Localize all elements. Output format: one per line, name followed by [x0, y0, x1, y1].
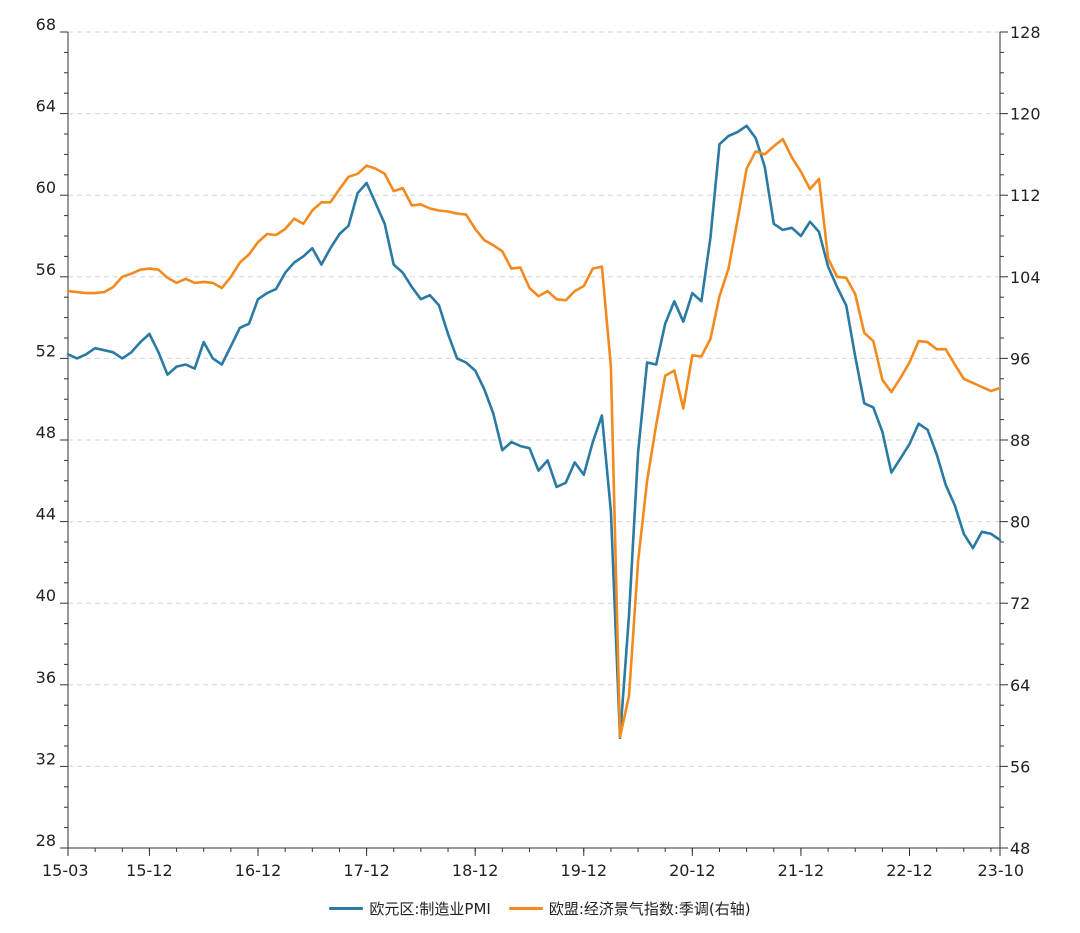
y-right-tick-label: 56 [1010, 757, 1030, 776]
x-tick-label: 18-12 [452, 861, 499, 880]
dual-axis-line-chart: 28 32 36 40 44 48 52 56 60 64 68 48 56 64 72 80 88 96 104 1… [36, 15, 1041, 880]
y-right-tick-label: 120 [1010, 105, 1041, 124]
y-left-tick-label: 56 [36, 260, 56, 279]
y-left-tick-label: 68 [36, 15, 56, 34]
series-line-0 [66, 124, 1002, 740]
y-left-tick-label: 64 [36, 97, 56, 116]
y-right-tick-label: 88 [1010, 431, 1030, 450]
y-right-tick-label: 72 [1010, 594, 1030, 613]
y-right-tick-label: 48 [1010, 839, 1030, 858]
legend-item-pmi: 欧元区:制造业PMI [329, 898, 491, 919]
y-right-tick-label: 80 [1010, 513, 1030, 532]
y-left-tick-label: 44 [36, 505, 56, 524]
y-right-tick-label: 96 [1010, 349, 1030, 368]
y-left-tick-label: 40 [36, 586, 56, 605]
y-right-tick-label: 104 [1010, 268, 1041, 287]
x-tick-label: 22-12 [886, 861, 933, 880]
x-tick-label: 19-12 [561, 861, 608, 880]
legend-item-esi: 欧盟:经济景气指数:季调(右轴) [508, 898, 751, 919]
legend-swatch-pmi [329, 907, 364, 910]
legend-swatch-esi [508, 907, 543, 910]
y-left-tick-label: 32 [36, 749, 56, 768]
y-left-tick-label: 48 [36, 423, 56, 442]
y-left-tick-label: 60 [36, 178, 56, 197]
series-line-1 [66, 137, 1002, 739]
legend: 欧元区:制造业PMI 欧盟:经济景气指数:季调(右轴) [0, 898, 1080, 919]
x-tick-label: 16-12 [235, 861, 282, 880]
legend-label-pmi: 欧元区:制造业PMI [369, 900, 491, 918]
y-left-tick-label: 52 [36, 341, 56, 360]
x-tick-label: 15-12 [126, 861, 173, 880]
x-tick-label: 23-10 [978, 861, 1025, 880]
y-right-tick-label: 64 [1010, 676, 1030, 695]
y-right-tick-label: 128 [1010, 23, 1041, 42]
y-right-tick-label: 112 [1010, 186, 1041, 205]
x-tick-label: 21-12 [778, 861, 825, 880]
y-left-tick-label: 36 [36, 668, 56, 687]
x-tick-label: 20-12 [669, 861, 716, 880]
x-tick-label: 17-12 [343, 861, 390, 880]
y-left-tick-label: 28 [36, 831, 56, 850]
legend-label-esi: 欧盟:经济景气指数:季调(右轴) [548, 900, 751, 918]
x-tick-label: 15-03 [42, 861, 89, 880]
